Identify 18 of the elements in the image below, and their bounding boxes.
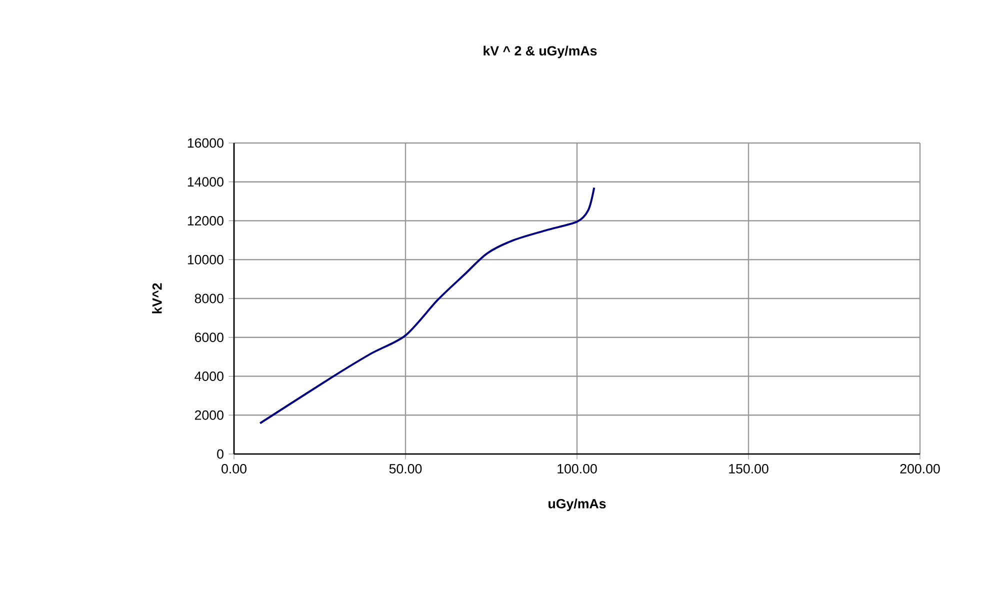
y-tick-label: 8000 — [194, 294, 224, 304]
y-tick-label: 0 — [217, 449, 224, 459]
x-tick-label: 100.00 — [558, 464, 597, 474]
chart-title: kV ^ 2 & uGy/mAs — [484, 46, 597, 58]
x-axis-title: uGy/mAs — [548, 498, 606, 512]
y-tick-label: 2000 — [194, 410, 224, 420]
y-tick-label: 14000 — [188, 177, 224, 187]
line-series — [259, 186, 596, 424]
y-tick-label: 6000 — [194, 332, 224, 342]
y-axis-title: kV^2 — [152, 283, 162, 314]
y-tick-label: 12000 — [188, 216, 224, 226]
y-tick-label: 16000 — [188, 138, 224, 148]
x-tick-label: 200.00 — [900, 464, 940, 474]
x-tick-label: 50.00 — [389, 464, 422, 474]
x-tick-label: 0.00 — [222, 464, 246, 474]
y-tick-label: 4000 — [194, 372, 224, 381]
x-tick-label: 150.00 — [729, 464, 768, 474]
y-tick-label: 10000 — [188, 254, 224, 264]
